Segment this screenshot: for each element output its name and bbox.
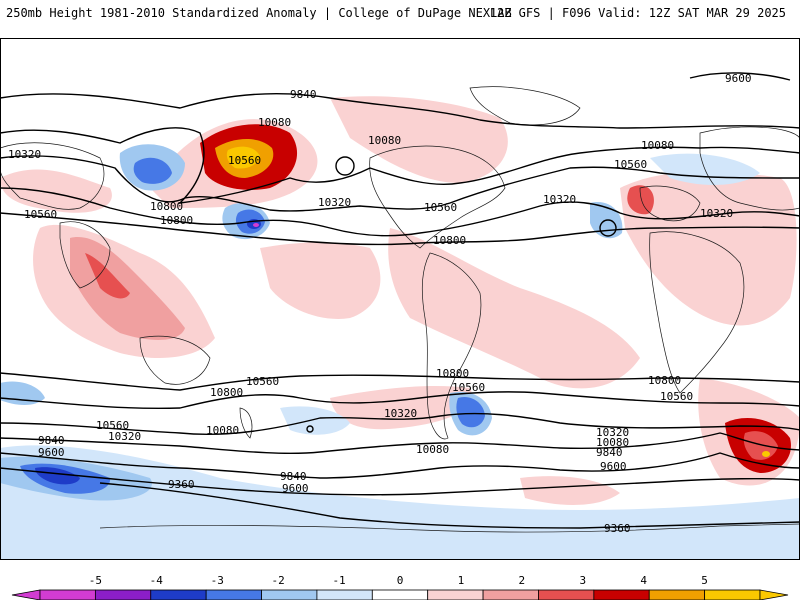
contour-label: 10320 xyxy=(318,196,351,209)
contour-label: 10320 xyxy=(384,407,417,420)
contour-label: 9840 xyxy=(38,434,65,447)
colorbar-segment xyxy=(316,589,373,600)
contour-label: 10080 xyxy=(258,116,291,129)
contour-label: 10080 xyxy=(206,424,239,437)
contour-label: 10320 xyxy=(543,193,576,206)
contour-label: 9600 xyxy=(282,482,309,495)
colorbar-segment xyxy=(593,589,650,600)
height-contours xyxy=(0,72,800,529)
contour-label: 10800 xyxy=(160,214,193,227)
contour-label: 10320 xyxy=(108,430,141,443)
colorbar-tick-label: -1 xyxy=(332,574,345,587)
anomaly-map: 9600 9840 10080 10320 10560 10800 10080 … xyxy=(0,38,800,560)
model-run-info: 12Z GFS | F096 Valid: 12Z SAT MAR 29 202… xyxy=(489,6,786,20)
colorbar-segment xyxy=(205,589,262,600)
contour-label: 10560 xyxy=(424,201,457,214)
contour-label: 10800 xyxy=(150,200,183,213)
contour-label: 10800 xyxy=(433,234,466,247)
colorbar-end-high xyxy=(759,589,789,600)
contour-label: 9600 xyxy=(38,446,65,459)
anomaly-colorbar: -5 -4 -3 -2 -1 0 1 2 3 4 5 xyxy=(11,574,789,600)
colorbar-tick-label: 1 xyxy=(458,574,465,587)
contour-label: 10560 xyxy=(24,208,57,221)
contour-label: 9840 xyxy=(290,88,317,101)
contour-label: 10080 xyxy=(416,443,449,456)
colorbar-segment xyxy=(94,589,152,600)
contour-label: 10800 xyxy=(210,386,243,399)
colorbar-tick-label: -5 xyxy=(89,574,102,587)
colorbar-tick-label: 0 xyxy=(397,574,404,587)
map-title: 250mb Height 1981-2010 Standardized Anom… xyxy=(6,6,512,20)
colorbar-tick-label: 3 xyxy=(579,574,586,587)
contour-label: 10800 xyxy=(648,374,681,387)
colorbar-segment xyxy=(150,589,207,600)
contour-label: 10800 xyxy=(436,367,469,380)
contour-label: 9600 xyxy=(600,460,627,473)
colorbar-segment xyxy=(427,589,484,600)
colorbar-tick-label: 2 xyxy=(519,574,526,587)
colorbar-segment xyxy=(482,589,539,600)
colorbar-tick-label: -4 xyxy=(150,574,164,587)
contour-label: 9840 xyxy=(596,446,623,459)
contour-label: 10560 xyxy=(452,381,485,394)
contour-label: 9360 xyxy=(168,478,195,491)
colorbar-tick-label: -2 xyxy=(272,574,285,587)
colorbar-segment xyxy=(371,589,429,600)
colorbar-tick-label: 5 xyxy=(701,574,708,587)
contour-label: 10560 xyxy=(660,390,693,403)
colorbar-segment xyxy=(648,589,706,600)
colorbar-tick-label: 4 xyxy=(640,574,647,587)
contour-label: 10560 xyxy=(228,154,261,167)
colorbar-segment xyxy=(39,589,96,600)
contour-label: 10080 xyxy=(641,139,674,152)
contour-label: 9840 xyxy=(280,470,307,483)
contour-label: 10080 xyxy=(596,436,629,449)
contour-label: 9360 xyxy=(604,522,631,535)
contour-label: 9600 xyxy=(725,72,752,85)
colorbar-end-low xyxy=(11,589,41,600)
contour-label-layer: 9600 9840 10080 10320 10560 10800 10080 … xyxy=(8,72,752,535)
colorbar-segment xyxy=(538,589,595,600)
contour-label: 10320 xyxy=(700,207,733,220)
contour-label: 10560 xyxy=(96,419,129,432)
colorbar-segment xyxy=(704,589,761,600)
contour-label: 10320 xyxy=(596,426,629,439)
colorbar-segment xyxy=(261,589,318,600)
contour-label: 10560 xyxy=(246,375,279,388)
contour-label: 10080 xyxy=(368,134,401,147)
contour-label: 10320 xyxy=(8,148,41,161)
contour-label: 10560 xyxy=(614,158,647,171)
strong-positive-anomaly-layer xyxy=(200,124,791,473)
colorbar-tick-label: -3 xyxy=(211,574,224,587)
